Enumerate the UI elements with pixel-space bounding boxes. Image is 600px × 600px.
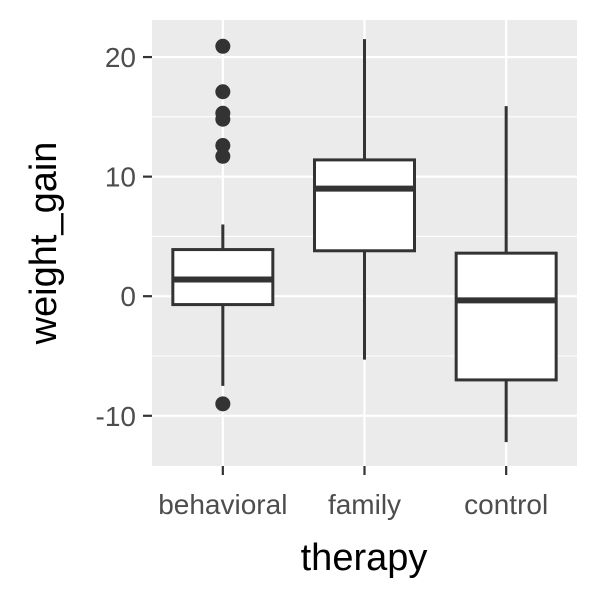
x-tick-label: behavioral: [158, 489, 287, 520]
outlier-point: [215, 38, 231, 54]
box-layer: [171, 38, 558, 443]
outlier-point: [215, 105, 231, 121]
outlier-point: [215, 84, 231, 100]
box-behavioral: [171, 38, 275, 412]
y-tick-label: 10: [105, 162, 136, 193]
x-tick-label: family: [328, 489, 401, 520]
x-tick-label: control: [464, 489, 548, 520]
x-axis-title: therapy: [301, 537, 428, 579]
outlier-point: [215, 396, 231, 412]
iqr-box: [454, 251, 558, 382]
y-tick-label: 20: [105, 42, 136, 73]
iqr-box: [313, 158, 416, 253]
y-tick-label: -10: [96, 401, 136, 432]
box-control: [454, 106, 558, 443]
outlier-point: [215, 148, 231, 164]
axis-layer: -10 0 10 20 behavioral family control: [96, 42, 549, 520]
box-family: [313, 39, 416, 360]
y-tick-label: 0: [120, 281, 136, 312]
y-axis-title: weight_gain: [23, 142, 65, 346]
outlier-point: [215, 138, 231, 154]
